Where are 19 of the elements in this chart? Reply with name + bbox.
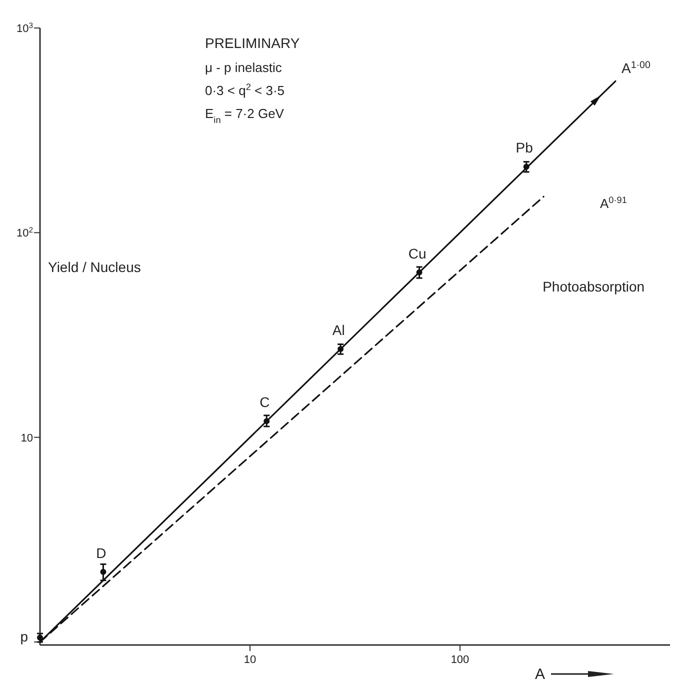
annotation: A$^{0·91}$ bbox=[600, 195, 627, 211]
y-tick-label: 10 bbox=[20, 432, 33, 444]
annotation: C bbox=[260, 394, 270, 410]
annotation: PRELIMINARY bbox=[205, 35, 300, 51]
annotation: 0·3 < q$^{2}$ < 3·5 bbox=[205, 82, 285, 98]
annotation: μ - p inelastic bbox=[205, 60, 282, 75]
annotation: D bbox=[96, 544, 106, 561]
series-label: A$^{1·00}$ bbox=[621, 60, 651, 76]
text: Photoabsorption bbox=[542, 278, 645, 295]
x-axis-title: A bbox=[535, 666, 546, 683]
x-tick-label: 100 bbox=[450, 654, 470, 666]
y-axis-title: Yield / Nucleus bbox=[48, 259, 141, 275]
annotation: p bbox=[20, 628, 28, 645]
annotation: E$_{in}$ = 7·2 GeV bbox=[205, 106, 284, 125]
y-tick-label: 10$^{2}$ bbox=[16, 225, 33, 240]
annotation: Cu bbox=[408, 245, 426, 262]
annotation: Pb bbox=[516, 140, 534, 156]
y-tick-label: 10$^{3}$ bbox=[16, 20, 33, 35]
annotation: Al bbox=[332, 322, 345, 338]
